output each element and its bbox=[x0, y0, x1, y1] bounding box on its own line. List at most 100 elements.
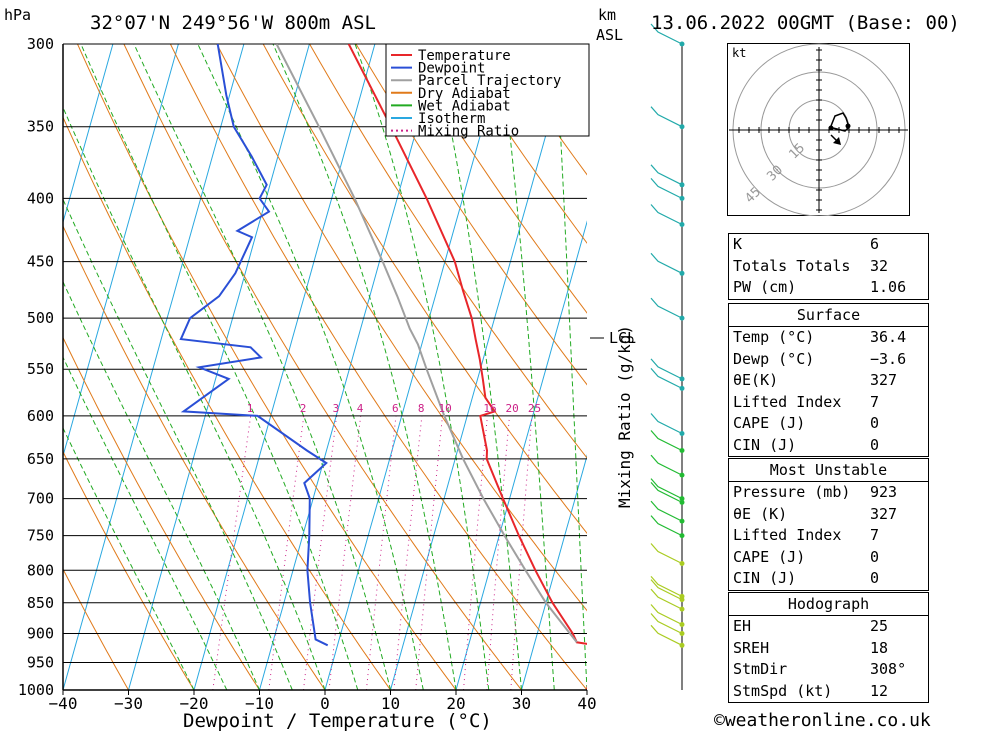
parcel-trajectory-line bbox=[275, 44, 578, 643]
most-unstable-row: θE (K) 327 bbox=[733, 504, 898, 523]
hodograph-axes bbox=[729, 47, 908, 213]
hodograph-title: Hodograph bbox=[729, 593, 928, 616]
wet-adiabat-line bbox=[499, 44, 555, 690]
pressure-tick-label: 400 bbox=[27, 189, 54, 207]
wind-barb bbox=[650, 413, 683, 435]
surface-row: CIN (J) 0 bbox=[733, 435, 880, 454]
wet-adiabat-line bbox=[555, 44, 587, 690]
wind-barb bbox=[650, 164, 683, 186]
wind-barb bbox=[650, 430, 683, 452]
mixing-ratio-labels: 1 2 3 4 6 8 10 16 20 25 bbox=[247, 402, 541, 415]
dry-adiabat-line bbox=[402, 44, 587, 314]
mixing-ratio-label: 6 bbox=[392, 402, 399, 415]
hodograph-row: SREH 18 bbox=[733, 638, 889, 657]
wind-profile bbox=[650, 23, 685, 690]
most-unstable-row: Lifted Index 7 bbox=[733, 526, 880, 544]
wind-barb bbox=[650, 358, 683, 380]
profile-series bbox=[179, 44, 587, 690]
unit-km: km bbox=[598, 6, 616, 24]
pressure-tick-label: 800 bbox=[27, 561, 54, 579]
index-row-totals: Totals Totals 32 bbox=[733, 256, 889, 275]
wind-barb bbox=[650, 252, 683, 274]
mixing-ratio-label: 4 bbox=[357, 402, 364, 415]
pressure-tick-label: 900 bbox=[27, 625, 54, 643]
pressure-tick-label: 650 bbox=[27, 450, 54, 468]
pressure-tick-label: 300 bbox=[27, 35, 54, 53]
wind-barb bbox=[650, 579, 683, 601]
dry-adiabat-line bbox=[309, 44, 587, 459]
x-tick-label: 20 bbox=[446, 694, 465, 713]
x-tick-label: 30 bbox=[512, 694, 531, 713]
wind-barb bbox=[650, 23, 683, 45]
wet-adiabat-line bbox=[63, 198, 293, 690]
mixing-ratio-label: 25 bbox=[528, 402, 541, 415]
hodograph-unit: kt bbox=[732, 46, 746, 60]
wet-adiabat-line bbox=[63, 106, 326, 690]
wind-barb bbox=[650, 543, 683, 565]
mixing-ratio-label: 1 bbox=[247, 402, 254, 415]
surface-row: Dewp (°C) −3.6 bbox=[733, 349, 907, 368]
surface-row: Temp (°C) 36.4 bbox=[733, 328, 907, 346]
surface-title: Surface bbox=[729, 304, 928, 327]
pressure-tick-label: 950 bbox=[27, 654, 54, 672]
isotherm-line bbox=[63, 44, 114, 224]
legend-label: Parcel Trajectory bbox=[418, 73, 561, 89]
dry-adiabat-line bbox=[63, 568, 129, 690]
hodograph-row: EH 25 bbox=[733, 617, 889, 635]
hodograph-row: StmDir 308° bbox=[733, 660, 907, 678]
isotherm-line bbox=[193, 44, 376, 690]
hodograph-point bbox=[845, 123, 851, 129]
wet-adiabat-line bbox=[354, 44, 490, 690]
x-tick-label: −10 bbox=[245, 694, 274, 713]
dry-adiabat-line bbox=[262, 44, 587, 535]
hodograph-row: StmSpd (kt) 12 bbox=[733, 681, 889, 700]
x-tick-label: −20 bbox=[180, 694, 209, 713]
temperature-line bbox=[347, 44, 587, 690]
isotherm-line bbox=[259, 44, 441, 690]
isobars: 300 350 400 450 500 550 600 650 700 750 800 850 900 9… bbox=[18, 35, 587, 699]
x-axis-label: Dewpoint / Temperature (°C) bbox=[183, 710, 492, 732]
pressure-tick-label: 750 bbox=[27, 527, 54, 545]
surface-row: θE(K) 327 bbox=[733, 371, 898, 389]
isotherm-line bbox=[63, 44, 179, 458]
wet-adiabat-line bbox=[197, 44, 424, 690]
dry-adiabat-line bbox=[355, 44, 587, 386]
pressure-tick-label: 500 bbox=[27, 309, 54, 327]
wind-barb bbox=[650, 613, 683, 635]
pressure-tick-label: 700 bbox=[27, 490, 54, 508]
dewpoint-line bbox=[179, 44, 329, 647]
most-unstable-row: CAPE (J) 0 bbox=[733, 547, 880, 566]
pressure-tick-label: 550 bbox=[27, 360, 54, 378]
mixing-ratio-label: 8 bbox=[418, 402, 425, 415]
mixing-ratio-line bbox=[393, 415, 423, 690]
x-tick-label: 0 bbox=[320, 694, 330, 713]
wind-barb bbox=[650, 204, 683, 226]
mixing-ratio-label: 3 bbox=[333, 402, 340, 415]
lcl-label: LCL bbox=[609, 329, 636, 347]
legend-box bbox=[385, 43, 590, 137]
legend-label: Isotherm bbox=[418, 111, 485, 127]
wind-barb bbox=[650, 368, 683, 389]
isotherm-line bbox=[128, 44, 310, 690]
most-unstable-title: Most Unstable bbox=[729, 459, 928, 482]
surface-row: Lifted Index 7 bbox=[733, 392, 880, 411]
axes: −40 −30 −20 −10 0 10 20 30 40 bbox=[49, 44, 597, 713]
x-tick-label: 10 bbox=[381, 694, 400, 713]
x-tick-label: −30 bbox=[114, 694, 143, 713]
mixing-ratio-label: 20 bbox=[506, 402, 519, 415]
legend-label: Wet Adiabat bbox=[418, 98, 511, 114]
pressure-tick-label: 600 bbox=[27, 407, 54, 425]
wind-barb bbox=[650, 604, 683, 626]
legend-label: Mixing Ratio bbox=[418, 124, 519, 140]
legend-label: Dewpoint bbox=[418, 61, 485, 77]
legend-label: Dry Adiabat bbox=[418, 86, 511, 102]
station-location: 32°07'N 249°56'W 800m ASL bbox=[90, 12, 376, 34]
credit-link[interactable]: ©weatheronline.co.uk bbox=[714, 710, 931, 731]
x-tick-label: 40 bbox=[577, 694, 596, 713]
x-tick-label: −40 bbox=[49, 694, 78, 713]
wet-adiabat-line bbox=[432, 44, 522, 690]
dry-adiabat-line bbox=[63, 116, 391, 690]
